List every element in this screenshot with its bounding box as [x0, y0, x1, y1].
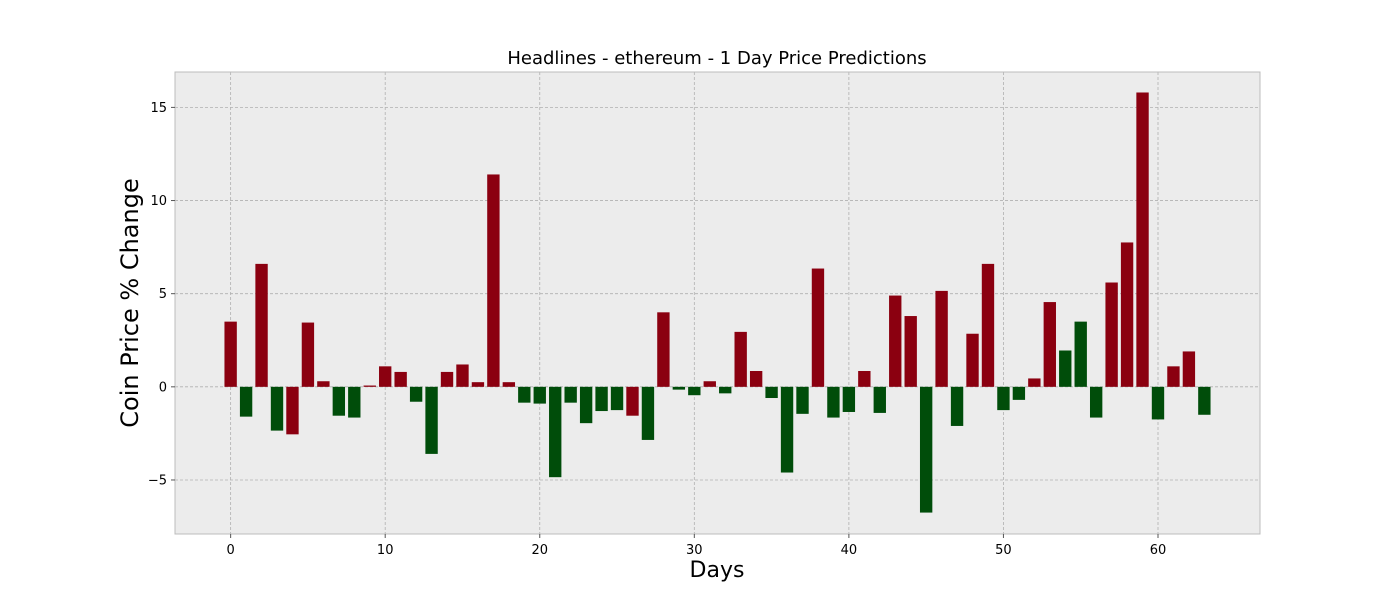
x-axis-title: Days	[690, 558, 745, 583]
bar-day-1	[239, 386, 253, 417]
bar-day-63	[1198, 386, 1211, 415]
y-tick-label: 15	[150, 101, 167, 116]
plot-border	[174, 71, 1261, 535]
y-tick-label: 0	[159, 380, 167, 395]
bar-day-41	[858, 370, 871, 387]
bar-day-19	[518, 386, 531, 403]
bar-day-59	[1136, 92, 1149, 387]
x-tick-label: 10	[377, 543, 394, 558]
bar-day-4	[286, 386, 299, 435]
bar-day-62	[1182, 351, 1196, 387]
bar-day-50	[997, 386, 1010, 411]
bar-day-26	[626, 386, 639, 416]
bar-day-6	[317, 381, 330, 387]
bar-day-40	[842, 386, 856, 412]
y-tick-label: 10	[150, 194, 167, 209]
bar-day-27	[641, 386, 655, 440]
plot-area	[175, 72, 1260, 534]
bar-day-30	[688, 386, 701, 396]
x-tick-label: 60	[1150, 543, 1167, 558]
bar-day-51	[1012, 386, 1026, 400]
bar-day-37	[796, 386, 809, 414]
bar-day-49	[981, 263, 995, 387]
bar-day-52	[1028, 378, 1041, 387]
bar-day-57	[1105, 282, 1118, 387]
bar-day-5	[301, 322, 315, 387]
bar-day-45	[919, 386, 933, 513]
bar-day-36	[780, 386, 794, 473]
bar-day-23	[579, 386, 593, 424]
bar-day-48	[966, 333, 979, 387]
y-axis-ticks: −5 0 5 10 15	[148, 101, 175, 488]
bar-day-61	[1167, 366, 1180, 387]
bar-day-13	[425, 386, 438, 454]
bar-day-34	[749, 370, 763, 387]
bar-day-9	[363, 385, 376, 387]
y-tick-label: 5	[159, 287, 167, 302]
bar-day-15	[456, 364, 469, 387]
bar-day-24	[595, 386, 608, 412]
grid-lines	[175, 72, 1260, 534]
bar-day-3	[270, 386, 284, 431]
y-tick-label: −5	[148, 473, 167, 488]
bar-day-8	[348, 386, 361, 418]
x-tick-label: 0	[227, 543, 235, 558]
chart-title: Headlines - ethereum - 1 Day Price Predi…	[507, 48, 926, 69]
bar-day-42	[873, 386, 886, 413]
bar-day-20	[533, 386, 546, 404]
bar-day-60	[1151, 386, 1165, 420]
bar-day-0	[224, 321, 237, 387]
bar-day-53	[1043, 302, 1056, 387]
bar-day-21	[549, 386, 562, 478]
x-tick-label: 20	[531, 543, 548, 558]
bar-day-44	[904, 316, 917, 387]
bar-day-7	[332, 386, 346, 416]
bar-day-18	[502, 382, 516, 387]
bar-day-35	[765, 386, 778, 399]
bar-day-25	[610, 386, 624, 411]
bar-day-38	[811, 268, 825, 387]
bar-day-12	[409, 386, 423, 402]
bar-day-2	[255, 263, 268, 387]
bar-day-14	[440, 371, 454, 387]
bar-day-58	[1120, 242, 1134, 387]
bar-day-16	[471, 382, 485, 387]
bar-day-29	[672, 386, 686, 390]
bar-day-46	[935, 290, 948, 387]
x-tick-label: 40	[841, 543, 858, 558]
bar-day-56	[1089, 386, 1103, 418]
bar-day-10	[379, 366, 392, 387]
y-axis-title: Coin Price % Change	[116, 178, 144, 427]
bar-day-43	[889, 295, 902, 387]
bar-day-11	[394, 371, 407, 387]
bar-day-17	[487, 174, 500, 387]
bar-day-28	[657, 312, 670, 387]
bar-day-54	[1059, 350, 1072, 387]
x-axis-ticks: 0 10 20 30 40 50 60	[227, 534, 1167, 558]
bar-day-32	[719, 386, 732, 394]
bar-day-55	[1074, 321, 1087, 387]
bar-day-39	[827, 386, 840, 418]
bar-day-33	[734, 331, 747, 387]
bar-day-22	[564, 386, 577, 403]
bar-day-31	[703, 381, 716, 387]
bars	[224, 92, 1211, 513]
bar-day-47	[950, 386, 964, 426]
x-tick-label: 30	[686, 543, 703, 558]
x-tick-label: 50	[995, 543, 1012, 558]
